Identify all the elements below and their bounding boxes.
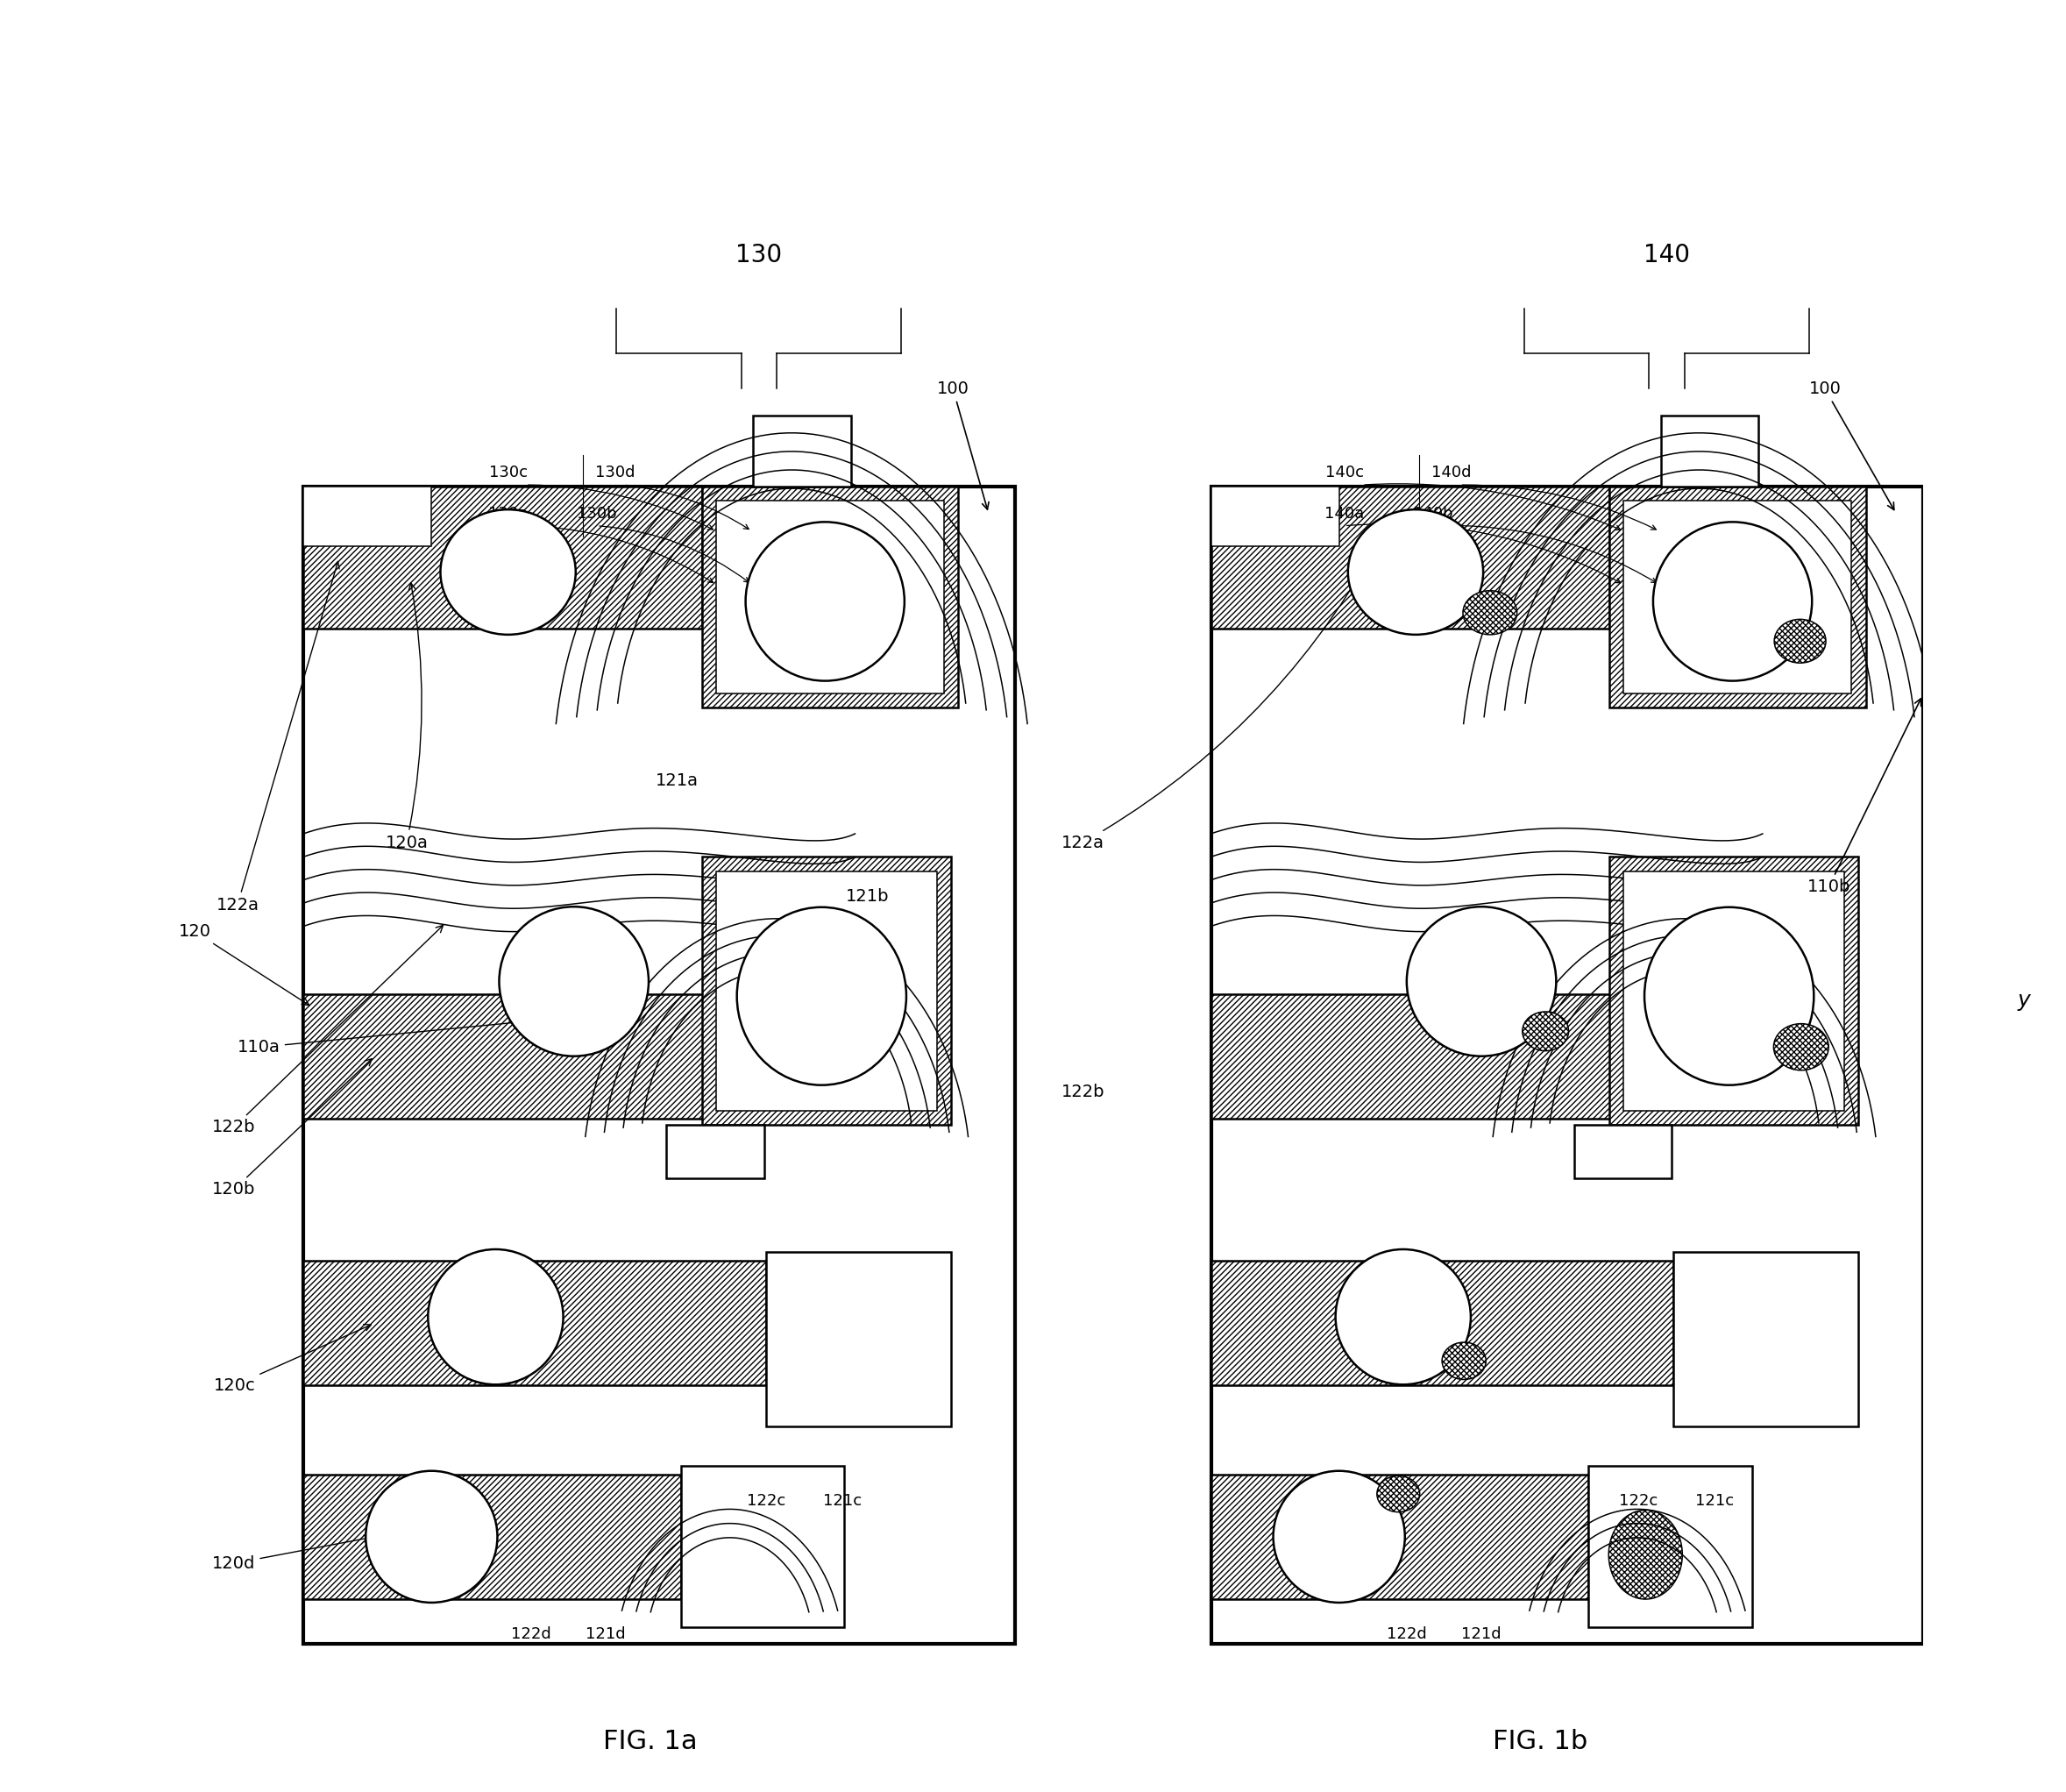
Text: 120d: 120d [213, 1536, 372, 1572]
Bar [1211, 487, 1609, 629]
Bar [766, 1253, 950, 1426]
Text: 122b: 122b [1062, 1084, 1105, 1100]
Bar [717, 871, 936, 1111]
Ellipse shape [1376, 1477, 1419, 1512]
Bar [680, 1466, 845, 1627]
Text: 122d: 122d [1386, 1627, 1428, 1643]
Bar [1574, 1125, 1671, 1177]
Text: 130d: 130d [595, 464, 634, 480]
Bar [1211, 1475, 1589, 1598]
Text: 120c: 120c [213, 1324, 372, 1394]
Bar [702, 487, 959, 708]
Text: 120: 120 [178, 923, 310, 1005]
Bar [1589, 1466, 1752, 1627]
Text: 140d: 140d [1432, 464, 1471, 480]
Bar [1211, 487, 1923, 1643]
Text: 122d: 122d [510, 1627, 552, 1643]
Text: 100: 100 [1808, 380, 1895, 509]
Ellipse shape [1523, 1012, 1568, 1050]
Ellipse shape [1335, 1249, 1471, 1385]
Text: 122a: 122a [217, 561, 339, 914]
Ellipse shape [1775, 620, 1826, 663]
Ellipse shape [1407, 907, 1556, 1055]
Ellipse shape [440, 509, 576, 634]
Text: 140: 140 [1642, 244, 1690, 267]
Text: 130: 130 [735, 244, 783, 267]
Bar [304, 487, 1014, 1643]
Text: 130b: 130b [576, 505, 618, 521]
Bar [1211, 487, 1339, 547]
Text: 122c: 122c [746, 1493, 785, 1509]
Ellipse shape [746, 521, 905, 681]
Text: FIG. 1a: FIG. 1a [603, 1729, 698, 1754]
Bar [1211, 995, 1738, 1118]
Bar [304, 995, 831, 1118]
Text: 130c: 130c [490, 464, 527, 480]
Bar [702, 857, 950, 1125]
Text: 121c: 121c [1696, 1493, 1733, 1509]
Text: 121a: 121a [655, 772, 698, 788]
Text: 140a: 140a [1324, 505, 1364, 521]
Ellipse shape [366, 1471, 498, 1602]
Ellipse shape [500, 907, 649, 1055]
Text: 122c: 122c [1618, 1493, 1657, 1509]
Text: y: y [2016, 989, 2031, 1011]
Bar [1661, 416, 1758, 487]
Bar [304, 487, 702, 629]
Bar [754, 416, 851, 487]
Ellipse shape [1273, 1471, 1405, 1602]
Text: 130a: 130a [488, 505, 529, 521]
Bar [304, 487, 432, 547]
Ellipse shape [1653, 521, 1812, 681]
Bar [1673, 1253, 1859, 1426]
Bar [717, 502, 944, 694]
Ellipse shape [1442, 1342, 1485, 1380]
Bar [304, 1262, 766, 1385]
Text: 110b: 110b [1808, 699, 1921, 896]
Text: 121c: 121c [822, 1493, 862, 1509]
Text: 140b: 140b [1413, 505, 1452, 521]
Bar [1624, 871, 1845, 1111]
Bar [1624, 502, 1851, 694]
Bar [304, 1475, 680, 1598]
Ellipse shape [1609, 1511, 1682, 1598]
Bar [1211, 1262, 1673, 1385]
Text: FIG. 1b: FIG. 1b [1494, 1729, 1587, 1754]
Bar [1609, 487, 1866, 708]
Bar [1609, 857, 1859, 1125]
Text: 120a: 120a [384, 582, 428, 851]
Text: 122b: 122b [213, 925, 442, 1136]
Ellipse shape [1773, 1023, 1828, 1070]
Ellipse shape [1463, 591, 1516, 634]
Text: 121b: 121b [847, 887, 890, 905]
Ellipse shape [428, 1249, 564, 1385]
Text: 120b: 120b [213, 1059, 372, 1199]
Ellipse shape [1347, 509, 1483, 634]
Ellipse shape [1645, 907, 1814, 1086]
Text: 121d: 121d [1461, 1627, 1502, 1643]
Text: 110a: 110a [238, 1018, 531, 1055]
Ellipse shape [738, 907, 907, 1086]
Text: 122a: 122a [1062, 525, 1386, 851]
Text: 140c: 140c [1324, 464, 1364, 480]
Text: 121d: 121d [587, 1627, 626, 1643]
Bar [667, 1125, 764, 1177]
Text: 100: 100 [936, 380, 990, 509]
